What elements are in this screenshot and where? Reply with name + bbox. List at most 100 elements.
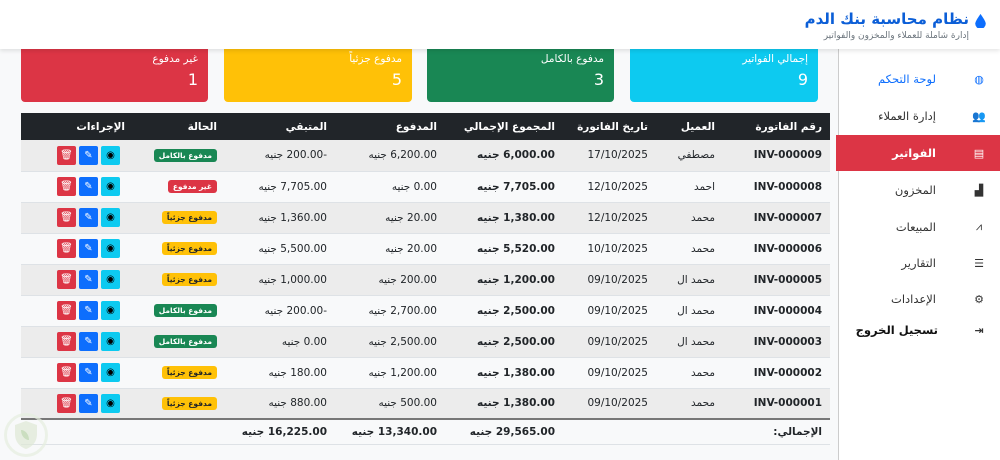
row-actions: 🗑 ✎ ◉ <box>29 239 125 258</box>
table-row: INV-000004 محمد ال 09/10/2025 2,500.00 ج… <box>21 295 830 327</box>
invoice-remaining: 7,705.00 جنيه <box>225 171 335 203</box>
sidebar-item-inventory[interactable]: ▟ المخزون <box>838 172 1000 208</box>
invoice-total: 1,380.00 جنيه <box>445 388 563 420</box>
invoice-remaining: -200.00 جنيه <box>225 295 335 327</box>
status-badge: مدفوع بالكامل <box>153 148 217 162</box>
edit-button[interactable]: ✎ <box>79 208 98 227</box>
edit-button[interactable]: ✎ <box>79 363 98 382</box>
edit-icon: ✎ <box>84 212 93 223</box>
invoice-paid: 2,700.00 جنيه <box>335 295 445 327</box>
delete-button[interactable]: 🗑 <box>57 208 76 227</box>
invoice-remaining: 5,500.00 جنيه <box>225 233 335 265</box>
col-paid: المدفوع <box>335 113 445 140</box>
invoice-remaining: -200.00 جنيه <box>225 140 335 172</box>
invoice-date: 09/10/2025 <box>563 357 656 389</box>
delete-button[interactable]: 🗑 <box>57 332 76 351</box>
delete-button[interactable]: 🗑 <box>57 177 76 196</box>
col-remaining: المتبقي <box>225 113 335 140</box>
edit-button[interactable]: ✎ <box>79 270 98 289</box>
invoice-number: INV-000005 <box>723 264 830 296</box>
view-button[interactable]: ◉ <box>101 145 120 165</box>
eye-icon: ◉ <box>106 336 115 347</box>
sidebar-item-logout[interactable]: ⇥ تسجيل الخروج <box>838 312 1000 348</box>
logout-icon: ⇥ <box>974 323 984 337</box>
delete-button[interactable]: 🗑 <box>57 270 76 289</box>
sidebar-item-dashboard[interactable]: ◍ لوحة التحكم <box>838 61 1000 97</box>
edit-button[interactable]: ✎ <box>79 239 98 258</box>
edit-icon: ✎ <box>84 367 93 378</box>
invoice-date: 09/10/2025 <box>563 295 656 327</box>
view-button[interactable]: ◉ <box>101 301 120 320</box>
edit-icon: ✎ <box>84 243 93 254</box>
sidebar-item-reports[interactable]: ☰ التقارير <box>838 245 1000 281</box>
invoice-date: 09/10/2025 <box>563 264 656 296</box>
sidebar-item-customers[interactable]: 👥 إدارة العملاء <box>878 109 986 123</box>
invoices-table: رقم الفاتورة العميل تاريخ الفاتورة المجم… <box>21 113 830 445</box>
customer-name: محمد <box>656 233 723 265</box>
row-actions: 🗑 ✎ ◉ <box>29 363 125 382</box>
customer-name: محمد ال <box>656 295 723 327</box>
app-subtitle: إدارة شاملة للعملاء والمخزون والفواتير <box>823 31 969 41</box>
app-title: نظام محاسبة بنك الدم <box>804 10 969 28</box>
view-button[interactable]: ◉ <box>101 208 120 227</box>
gear-icon: ⚙ <box>974 292 984 306</box>
report-icon: ☰ <box>974 256 984 270</box>
edit-button[interactable]: ✎ <box>79 145 98 165</box>
edit-button[interactable]: ✎ <box>79 301 98 320</box>
row-actions: 🗑 ✎ ◉ <box>29 332 125 351</box>
view-button[interactable]: ◉ <box>101 270 120 289</box>
view-button[interactable]: ◉ <box>101 363 120 382</box>
invoice-number: INV-000006 <box>723 233 830 265</box>
delete-button[interactable]: 🗑 <box>57 301 76 320</box>
invoice-total: 5,520.00 جنيه <box>445 233 563 265</box>
invoice-paid: 1,200.00 جنيه <box>335 357 445 389</box>
eye-icon: ◉ <box>106 274 115 285</box>
col-status: الحالة <box>133 113 225 140</box>
invoice-paid: 2,500.00 جنيه <box>335 326 445 358</box>
view-button[interactable]: ◉ <box>101 332 120 351</box>
edit-button[interactable]: ✎ <box>79 393 98 413</box>
edit-button[interactable]: ✎ <box>79 177 98 196</box>
invoice-total: 1,380.00 جنيه <box>445 357 563 389</box>
row-actions: 🗑 ✎ ◉ <box>29 270 125 289</box>
edit-icon: ✎ <box>84 397 93 409</box>
invoice-date: 12/10/2025 <box>563 202 656 234</box>
table-row: INV-000002 محمد 09/10/2025 1,380.00 جنيه… <box>21 357 830 389</box>
row-actions: 🗑 ✎ ◉ <box>29 301 125 320</box>
dashboard-icon: ◍ <box>974 72 984 86</box>
sidebar-item-invoices[interactable]: ▤ الفواتير <box>836 135 1000 171</box>
invoice-number: INV-000001 <box>723 388 830 420</box>
status-badge: مدفوع جزئياً <box>161 366 217 379</box>
table-row: INV-000006 محمد 10/10/2025 5,520.00 جنيه… <box>21 233 830 265</box>
boxes-icon: ▟ <box>974 183 984 197</box>
delete-button[interactable]: 🗑 <box>57 393 76 413</box>
invoice-total: 1,380.00 جنيه <box>445 202 563 234</box>
footer-label: الإجمالي: <box>723 418 830 445</box>
view-button[interactable]: ◉ <box>101 239 120 258</box>
stat-card-partial: مدفوع جزئياً 5 <box>224 40 412 102</box>
invoice-paid: 20.00 جنيه <box>335 202 445 234</box>
delete-button[interactable]: 🗑 <box>57 145 76 165</box>
users-icon: 👥 <box>972 109 986 123</box>
edit-button[interactable]: ✎ <box>79 332 98 351</box>
sidebar: ◍ لوحة التحكم 👥 إدارة العملاء ▤ الفواتير ▟ ا… <box>836 49 1000 460</box>
trash-icon: 🗑 <box>60 181 73 192</box>
trash-icon: 🗑 <box>60 336 73 347</box>
invoice-date: 09/10/2025 <box>563 388 656 420</box>
delete-button[interactable]: 🗑 <box>57 363 76 382</box>
view-button[interactable]: ◉ <box>101 177 120 196</box>
col-total: المجموع الإجمالي <box>445 113 563 140</box>
table-row: INV-000005 محمد ال 09/10/2025 1,200.00 ج… <box>21 264 830 296</box>
table-header: رقم الفاتورة العميل تاريخ الفاتورة المجم… <box>21 113 830 140</box>
col-date: تاريخ الفاتورة <box>563 113 656 140</box>
invoice-date: 17/10/2025 <box>563 140 656 172</box>
chart-line-icon: ⩘ <box>975 220 983 233</box>
eye-icon: ◉ <box>106 149 115 161</box>
view-button[interactable]: ◉ <box>101 393 120 413</box>
row-actions: 🗑 ✎ ◉ <box>29 208 125 227</box>
status-badge: غير مدفوع <box>167 180 217 193</box>
invoice-paid: 0.00 جنيه <box>335 171 445 203</box>
delete-button[interactable]: 🗑 <box>57 239 76 258</box>
sidebar-item-settings[interactable]: ⚙ الإعدادات <box>838 281 1000 317</box>
sidebar-item-sales[interactable]: ⩘ المبيعات <box>838 209 1000 245</box>
